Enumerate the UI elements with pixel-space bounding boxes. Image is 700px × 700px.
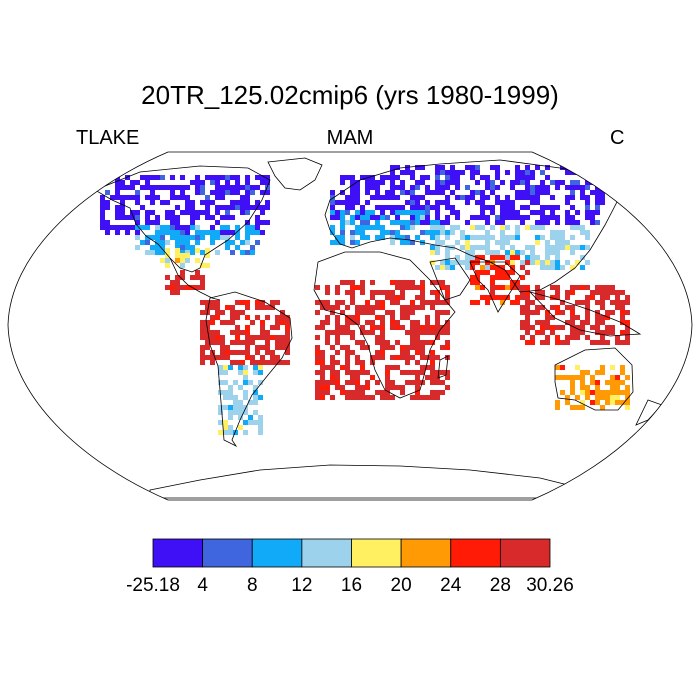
coastlines xyxy=(94,157,663,499)
globe-outline xyxy=(7,151,693,501)
colorbar-swatch xyxy=(202,538,253,568)
coast-india xyxy=(469,261,521,313)
coast-antarctica xyxy=(149,464,581,499)
units-label: C xyxy=(610,127,625,149)
coast-australia xyxy=(554,347,634,411)
region-australia xyxy=(555,365,630,410)
colorbar-tick-label: 4 xyxy=(197,575,208,596)
region-central-asia xyxy=(430,225,590,270)
region-europe xyxy=(330,210,440,245)
coast-central-america xyxy=(169,257,221,301)
colorbar-tick-label: 12 xyxy=(291,575,313,596)
region-amazon xyxy=(200,300,290,365)
colorbar-tick-label: 30.26 xyxy=(526,575,574,596)
colorbar-swatch xyxy=(301,538,352,568)
region-scandinavia xyxy=(330,175,400,220)
data-cells xyxy=(100,165,630,435)
coast-south-america xyxy=(205,291,293,448)
colorbar-swatch xyxy=(351,538,402,568)
colorbar xyxy=(152,538,551,568)
coast-southeast-asia xyxy=(528,291,642,337)
coast-arabia xyxy=(429,257,471,301)
colorbar-tick-label: 8 xyxy=(246,575,258,596)
region-southeast-asia xyxy=(520,285,630,345)
colorbar-tick-label: -25.18 xyxy=(126,575,180,596)
coast-greenland xyxy=(267,157,323,191)
coast-eurasia xyxy=(324,159,619,293)
region-siberia xyxy=(390,165,605,225)
coast-madagascar xyxy=(437,355,449,379)
colorbar-swatch xyxy=(499,538,551,568)
region-north-america-north xyxy=(100,175,270,235)
colorbar-swatch xyxy=(251,538,303,568)
colorbar-tick-label: 24 xyxy=(440,575,462,596)
colorbar-swatch xyxy=(450,538,501,568)
coast-new-zealand xyxy=(635,399,663,426)
region-north-america-middle xyxy=(135,225,260,255)
coast-africa xyxy=(313,251,456,399)
colorbar-swatch xyxy=(152,538,204,568)
region-africa xyxy=(315,280,450,400)
colorbar-tick-label: 28 xyxy=(489,575,511,596)
colorbar-swatch xyxy=(400,538,452,568)
plot-title: 20TR_125.02cmip6 (yrs 1980-1999) xyxy=(141,80,559,110)
colorbar-tick-label: 20 xyxy=(390,575,412,596)
region-southern-south-america xyxy=(218,365,263,435)
map-fill xyxy=(94,157,663,499)
colorbar-tick-label: 16 xyxy=(340,575,363,596)
region-central-america xyxy=(165,270,205,295)
season-label: MAM xyxy=(326,127,374,149)
coast-north-america xyxy=(94,165,271,273)
variable-label: TLAKE xyxy=(76,127,140,149)
